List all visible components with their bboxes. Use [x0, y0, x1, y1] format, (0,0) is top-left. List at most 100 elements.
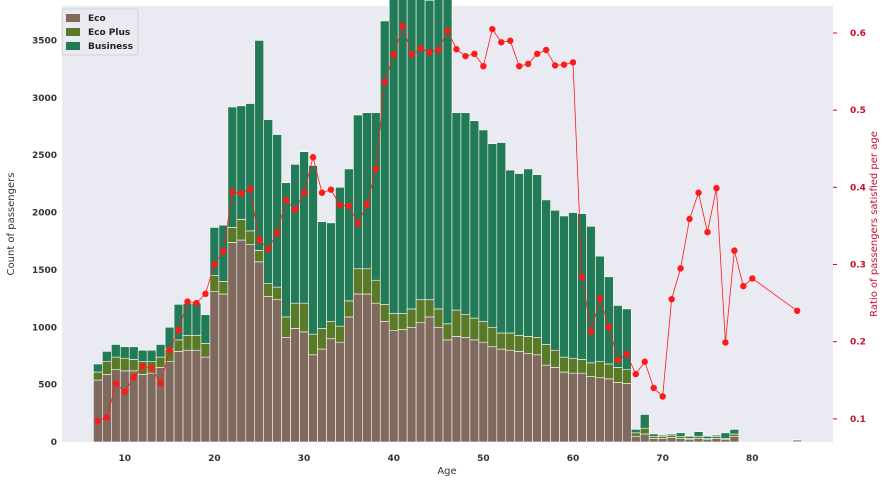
bar-eco-age-31 — [308, 354, 318, 443]
ratio-point-age-78 — [731, 247, 738, 254]
y-tick-label: 3500 — [32, 36, 57, 46]
bar-eco-age-15 — [164, 361, 175, 443]
ratio-point-age-37 — [363, 201, 371, 208]
ratio-point-age-60 — [569, 59, 577, 66]
bar-business-age-24 — [245, 103, 256, 232]
bar-ecoplus-age-37 — [362, 268, 372, 295]
bar-ecoplus-age-29 — [290, 302, 300, 329]
bar-ecoplus-age-28 — [281, 316, 291, 338]
bar-eco-age-60 — [568, 372, 578, 443]
bar-ecoplus-age-20 — [209, 275, 220, 292]
bar-eco-age-75 — [702, 439, 713, 443]
bar-ecoplus-age-53 — [505, 332, 516, 351]
bar-eco-age-18 — [191, 349, 202, 443]
y2-tick-label: 0.3 — [850, 261, 866, 271]
bar-eco-age-20 — [209, 291, 220, 443]
ratio-point-age-17 — [184, 298, 191, 305]
bar-business-age-73 — [684, 435, 695, 439]
ratio-point-age-77 — [722, 339, 729, 346]
bar-ecoplus-age-16 — [173, 339, 184, 352]
bar-ecoplus-age-69 — [648, 435, 659, 439]
bar-business-age-14 — [155, 344, 166, 358]
bar-eco-age-11 — [128, 370, 139, 443]
bar-eco-age-41 — [397, 329, 408, 443]
bar-eco-age-45 — [433, 326, 444, 443]
ratio-point-age-56 — [533, 50, 541, 58]
bar-eco-age-62 — [586, 376, 596, 443]
bar-ecoplus-age-14 — [155, 356, 166, 368]
legend-label-business: Business — [88, 42, 133, 52]
bar-ecoplus-age-76 — [711, 435, 722, 439]
bar-ecoplus-age-17 — [182, 334, 193, 351]
bar-eco-age-61 — [577, 372, 587, 443]
ratio-point-age-71 — [668, 296, 675, 303]
bar-eco-age-21 — [218, 293, 229, 443]
bar-ecoplus-age-38 — [370, 279, 381, 304]
legend-swatch-eco-plus — [66, 28, 80, 36]
bar-ecoplus-age-19 — [200, 343, 211, 358]
bar-business-age-62 — [586, 225, 596, 364]
y-axis-ticks: 0 500 1000 1500 2000 2500 3000 3500 — [32, 36, 57, 448]
legend-box — [61, 8, 139, 56]
bar-eco-age-39 — [379, 321, 390, 443]
bar-eco-age-66 — [622, 383, 632, 443]
bar-eco-age-27 — [272, 299, 282, 443]
bar-business-age-19 — [200, 314, 211, 344]
bar-eco-age-29 — [290, 328, 300, 443]
ratio-point-age-63 — [596, 295, 604, 302]
y2-tick-label: 0.4 — [850, 183, 866, 193]
bar-business-age-54 — [514, 173, 525, 336]
bar-ecoplus-age-31 — [308, 333, 318, 356]
bar-ecoplus-age-7 — [93, 371, 103, 381]
bar-eco-age-57 — [541, 364, 551, 443]
bar-business-age-78 — [729, 429, 740, 435]
bar-ecoplus-age-74 — [693, 435, 704, 439]
y-tick-label: 500 — [38, 381, 57, 391]
y2-tick-label: 0.6 — [850, 29, 866, 39]
bar-eco-age-77 — [720, 439, 731, 443]
bar-eco-age-72 — [675, 438, 686, 443]
ratio-point-age-36 — [354, 220, 362, 227]
ratio-point-age-30 — [300, 189, 308, 196]
bar-business-age-39 — [379, 20, 390, 305]
bar-ecoplus-age-70 — [657, 435, 668, 439]
bar-ecoplus-age-45 — [433, 308, 444, 328]
bar-eco-age-46 — [442, 339, 453, 443]
ratio-point-age-47 — [453, 46, 460, 53]
bar-ecoplus-age-50 — [478, 321, 489, 343]
ratio-point-age-53 — [507, 37, 514, 44]
bar-business-age-35 — [344, 168, 354, 302]
bar-business-age-8 — [102, 351, 112, 362]
bar-business-age-11 — [128, 346, 139, 360]
bar-business-age-69 — [648, 433, 659, 437]
bar-eco-age-35 — [344, 316, 354, 443]
bar-business-age-20 — [209, 227, 220, 276]
bar-business-age-15 — [164, 326, 175, 350]
bar-business-age-51 — [487, 143, 498, 328]
bar-ecoplus-age-42 — [406, 308, 417, 328]
ratio-point-age-31 — [309, 154, 317, 161]
bar-business-age-18 — [191, 302, 202, 336]
bar-ecoplus-age-59 — [559, 356, 569, 373]
ratio-point-age-14 — [157, 380, 164, 387]
bar-ecoplus-age-26 — [263, 283, 273, 297]
bar-business-age-75 — [702, 435, 713, 439]
bar-eco-age-44 — [424, 316, 435, 443]
bar-business-age-46 — [442, 0, 453, 325]
bar-ecoplus-age-52 — [496, 332, 507, 350]
bar-business-age-31 — [308, 165, 318, 335]
ratio-point-age-23 — [238, 190, 245, 197]
bar-eco-age-17 — [182, 349, 193, 443]
y-tick-label: 1000 — [32, 323, 57, 333]
bar-ecoplus-age-65 — [613, 367, 623, 383]
bar-ecoplus-age-25 — [254, 250, 265, 263]
ratio-point-age-62 — [587, 328, 595, 335]
bar-business-age-25 — [254, 40, 265, 251]
ratio-point-age-29 — [291, 206, 299, 213]
bar-ecoplus-age-43 — [415, 299, 426, 323]
ratio-point-age-66 — [623, 350, 630, 358]
bar-ecoplus-age-8 — [102, 361, 112, 375]
bar-ecoplus-age-24 — [245, 230, 256, 245]
y2-tick-label: 0.2 — [850, 338, 866, 348]
ratio-point-age-27 — [273, 229, 281, 237]
